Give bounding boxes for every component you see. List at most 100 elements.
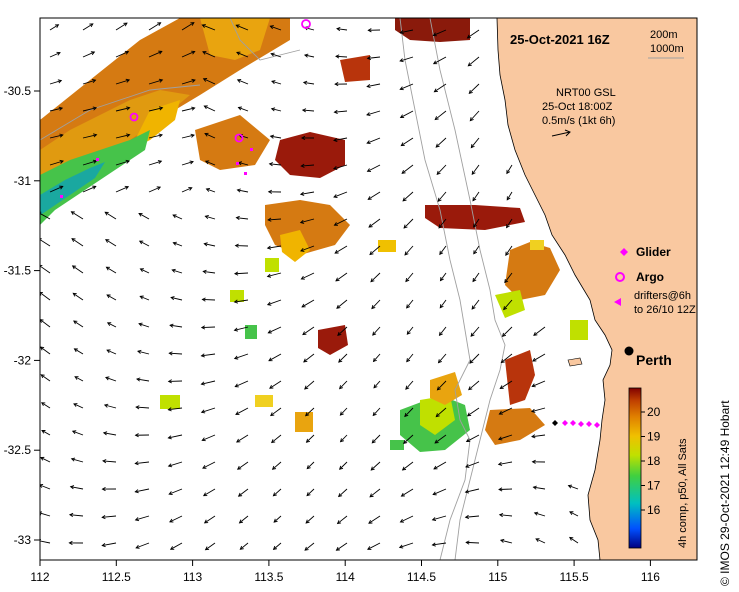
current-arrow <box>40 484 51 490</box>
current-arrow <box>401 164 414 174</box>
current-arrow <box>181 160 194 166</box>
current-arrow <box>335 54 348 59</box>
current-arrow <box>181 78 196 85</box>
current-arrow <box>41 429 51 436</box>
current-arrow <box>134 433 150 438</box>
current-arrow <box>202 488 216 497</box>
current-arrow <box>398 542 414 549</box>
lat-tick-label: -31.5 <box>4 264 32 278</box>
current-arrow <box>235 407 249 415</box>
current-arrow <box>501 326 513 337</box>
current-source: NRT00 GSL <box>556 87 616 99</box>
current-arrow <box>168 488 183 495</box>
current-arrow <box>433 83 447 93</box>
current-arrow <box>134 488 150 494</box>
current-arrow <box>399 56 414 63</box>
current-arrow <box>148 106 164 112</box>
current-arrow <box>73 320 84 328</box>
current-arrow <box>115 50 130 58</box>
perth-label: Perth <box>636 352 672 368</box>
current-arrow <box>333 191 348 198</box>
current-arrow <box>115 22 128 31</box>
current-arrow <box>306 461 315 470</box>
current-arrow <box>405 380 414 390</box>
current-arrow <box>200 325 216 330</box>
current-arrow <box>468 83 480 95</box>
current-arrow <box>270 52 282 58</box>
current-arrow <box>135 542 150 549</box>
current-arrow <box>333 137 348 142</box>
current-arrow <box>437 353 447 364</box>
current-arrow <box>372 326 381 336</box>
current-arrow <box>432 488 447 496</box>
current-arrow <box>115 133 131 139</box>
current-arrow <box>372 353 381 363</box>
current-arrow <box>399 515 414 523</box>
current-arrow <box>499 538 513 544</box>
plot-frame <box>39 17 698 561</box>
current-arrow <box>172 214 183 220</box>
current-arrow <box>233 271 249 276</box>
current-arrow <box>338 353 348 363</box>
current-arrow <box>333 218 348 226</box>
current-time: 25-Oct 18:00Z <box>542 101 613 113</box>
current-arrow <box>82 106 98 112</box>
current-arrow <box>465 434 480 443</box>
current-arrow <box>200 380 216 386</box>
current-arrow <box>399 83 414 91</box>
current-arrow <box>306 488 315 497</box>
current-arrow <box>470 326 480 337</box>
current-arrow <box>272 488 282 497</box>
current-arrow <box>238 515 249 524</box>
current-arrow <box>201 297 216 302</box>
current-arrow <box>335 272 348 282</box>
current-arrow <box>233 326 249 332</box>
current-arrow <box>336 299 348 309</box>
current-arrow <box>169 542 183 550</box>
current-arrow <box>106 294 117 301</box>
current-arrow <box>40 374 51 382</box>
lon-tick-label: 114 <box>336 570 355 584</box>
current-arrow <box>236 78 249 85</box>
current-arrow <box>40 538 51 544</box>
current-arrow <box>71 430 84 436</box>
current-arrow <box>472 272 480 283</box>
current-arrow <box>498 407 513 415</box>
current-arrow <box>406 326 414 335</box>
current-arrow <box>181 50 196 58</box>
current-arrow <box>269 380 282 389</box>
credit-text: © IMOS 29-Oct-2021 12:49 Hobart <box>718 400 732 586</box>
current-arrow <box>437 191 447 202</box>
current-arrow <box>181 106 196 112</box>
current-arrow <box>271 461 282 470</box>
colorbar-tick-label: 16 <box>647 503 661 517</box>
latitude-axis: -30.5 -31 -31.5 -32 -32.5 -33 <box>4 84 40 547</box>
current-arrow <box>202 269 216 274</box>
current-arrow <box>167 407 183 412</box>
current-arrow <box>236 461 249 470</box>
current-arrow <box>366 83 381 89</box>
current-arrow <box>470 137 480 149</box>
current-arrow <box>336 515 348 525</box>
current-arrow <box>399 29 414 35</box>
current-arrow <box>148 160 163 166</box>
current-arrow <box>337 326 348 336</box>
current-arrow <box>367 28 381 33</box>
current-arrow <box>266 299 282 306</box>
current-arrow <box>439 245 447 256</box>
current-arrow <box>333 109 348 115</box>
current-arrow <box>466 407 480 417</box>
current-arrow <box>569 536 579 544</box>
current-arrow <box>236 188 249 193</box>
current-arrow <box>567 484 579 490</box>
current-arrow <box>439 272 447 282</box>
current-arrow <box>202 461 216 469</box>
current-arrow <box>82 23 94 31</box>
current-arrow <box>71 265 84 274</box>
current-arrow <box>368 218 381 228</box>
current-arrow <box>467 56 480 67</box>
current-arrow <box>204 542 216 551</box>
current-arrow <box>471 164 480 176</box>
current-arrow <box>233 299 249 304</box>
